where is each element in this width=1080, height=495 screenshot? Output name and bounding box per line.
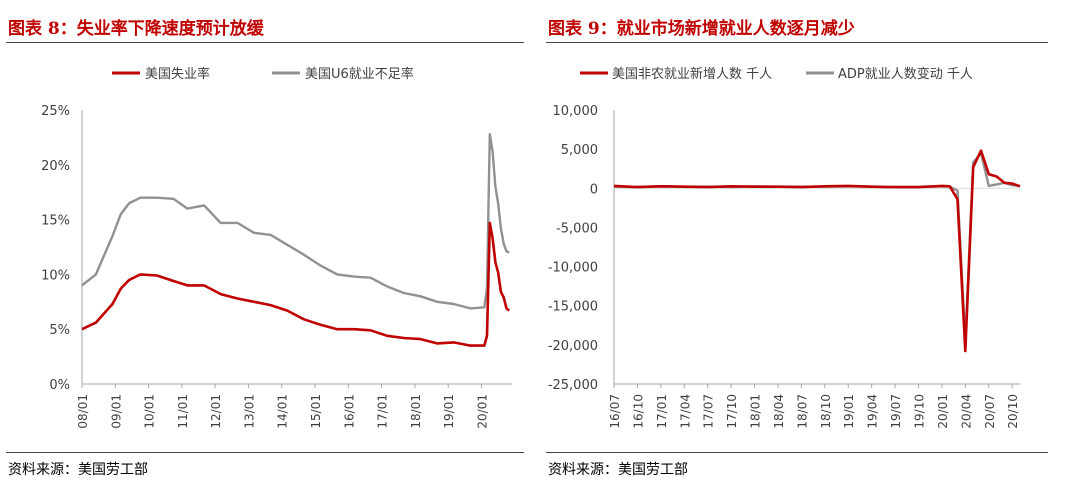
chart-title: 图表 9：就业市场新增就业人数逐月减少 [548,19,855,39]
y-tick-label: -5,000 [556,221,598,236]
legend-label: 美国失业率 [145,66,210,82]
x-tick-label: 11/01 [176,394,190,429]
x-tick-label: 10/01 [143,394,157,429]
x-tick-label: 18/10 [819,394,833,429]
x-tick-label: 15/01 [309,394,323,429]
chart-panel-unemployment: 图表 8：失业率下降速度预计放缓 25% 20% 15% 10% 5% 0% 08/01 09… [0,0,530,495]
x-tick-label: 16/01 [342,394,356,429]
y-tick-label: 5,000 [561,143,598,158]
y-tick-label: -25,000 [548,378,598,393]
payrolls-chart: 10,000 5,000 0 -5,000 -10,000 -15,000 -20,000 -… [548,66,1021,429]
y-tick-label: 20% [41,159,70,174]
y-tick-label: 5% [49,323,70,338]
chart-panel-payrolls: 图表 9：就业市场新增就业人数逐月减少 10,000 5,000 0 -5,000 -1… [540,0,1070,495]
x-tick-label: 16/07 [608,394,622,429]
chart-source: 资料来源：美国劳工部 [548,462,688,478]
x-tick-label: 18/07 [795,394,809,429]
source-rule [546,452,1048,453]
series-line-1 [81,132,510,310]
x-tick-label: 16/10 [631,394,645,429]
y-tick-label: 0 [590,182,598,197]
x-tick-label: 20/07 [983,394,997,429]
x-tick-label: 19/01 [442,394,456,429]
y-tick-label: 10,000 [553,104,599,119]
x-tick-label: 17/07 [702,394,716,429]
x-tick-label: 20/04 [959,394,973,429]
y-tick-label: -10,000 [548,261,598,276]
x-tick-label: 18/04 [772,394,786,429]
x-tick-label: 13/01 [242,394,256,429]
x-tick-label: 18/01 [409,394,423,429]
y-tick-label: -15,000 [548,300,598,315]
x-tick-label: 14/01 [276,394,290,429]
legend-label: 美国非农就业新增人数 千人 [612,66,772,82]
x-tick-label: 19/04 [866,394,880,429]
y-tick-label: 15% [41,214,70,229]
unemployment-chart: 25% 20% 15% 10% 5% 0% 08/01 09/01 10/01 11/01 12/0… [41,66,512,429]
chart-title: 图表 8：失业率下降速度预计放缓 [8,19,264,39]
title-rule [6,42,524,43]
x-tick-label: 17/04 [678,394,692,429]
y-tick-label: -20,000 [548,339,598,354]
x-tick-label: 19/01 [842,394,856,429]
x-tick-label: 12/01 [209,394,223,429]
x-tick-label: 19/07 [889,394,903,429]
series-line-0 [81,221,511,347]
chart-source: 资料来源：美国劳工部 [8,462,148,478]
x-tick-label: 17/01 [655,394,669,429]
x-tick-label: 20/01 [475,394,489,429]
y-tick-label: 10% [41,268,70,283]
title-rule [546,42,1048,43]
x-tick-label: 18/01 [749,394,763,429]
x-tick-label: 20/01 [936,394,950,429]
legend-label: ADP就业人数变动 千人 [838,66,973,82]
x-tick-label: 20/10 [1006,394,1020,429]
x-tick-label: 17/10 [725,394,739,429]
series-line-0 [613,149,1021,353]
y-tick-label: 25% [41,104,70,119]
x-tick-label: 19/10 [913,394,927,429]
legend-label: 美国U6就业不足率 [305,66,414,82]
x-tick-label: 09/01 [109,394,123,429]
source-rule [6,452,524,453]
x-tick-label: 17/01 [376,394,390,429]
y-tick-label: 0% [49,378,70,393]
x-tick-label: 08/01 [76,394,90,429]
